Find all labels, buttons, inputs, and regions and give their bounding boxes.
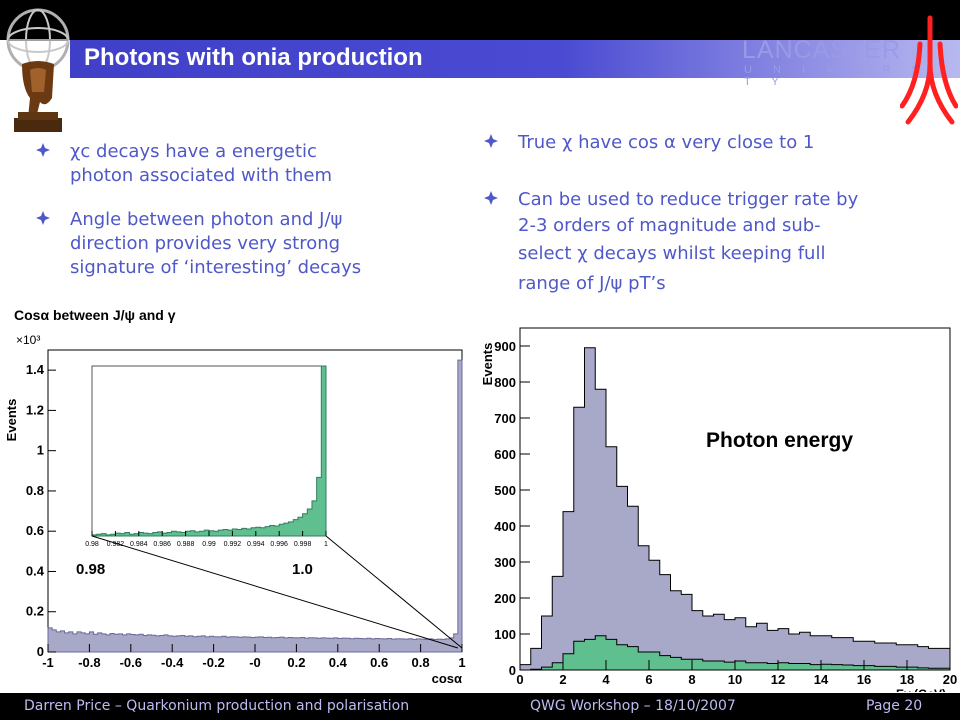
y-tick-label: 500 [494,483,516,498]
inset-frame [91,365,327,537]
y-tick-label: 1.4 [26,362,45,377]
left-bullet-2: Angle between photon and J/ψ direction p… [36,208,456,282]
x-tick-label: 14 [814,672,829,687]
y-tick-label: 700 [494,411,516,426]
x-tick-label: 16 [857,672,871,687]
x-tick-label: -0 [249,655,261,670]
x-tick-label: -0.8 [78,655,100,670]
footer-bar: Darren Price – Quarkonium production and… [0,693,960,720]
inset-range-label: 1.0 [292,561,313,578]
inset-x-tick-label: 0.984 [130,541,148,548]
x-tick-label: 1 [458,655,465,670]
bullet-line: χc decays have a energetic [70,141,317,162]
y-tick-label: 0 [509,663,516,678]
x-tick-label: 12 [771,672,785,687]
x-tick-label: -0.4 [161,655,184,670]
y-axis-label: Events [4,399,19,442]
top-bar [0,0,960,40]
chart-title: Photon energy [706,429,853,452]
title-bar [70,40,960,78]
x-tick-label: -1 [42,655,54,670]
footer-page-number: Page 20 [866,698,923,714]
x-tick-label: 0.8 [412,655,430,670]
y-tick-label: 400 [494,519,516,534]
x-tick-label: 0 [516,672,523,687]
x-tick-label: 10 [728,672,742,687]
bullet-line: select χ decays whilst keeping full [518,243,826,264]
y-axis-label: Events [480,343,495,386]
histogram-series [47,359,463,653]
y-tick-label: 0.2 [26,604,44,619]
inset-range-label: 0.98 [76,561,105,578]
y-tick-label: 800 [494,375,516,390]
inset-x-tick-label: 0.994 [247,541,265,548]
y-multiplier: ×10³ [16,333,40,347]
diamond-bullet-icon [36,211,50,225]
bullet-line: True χ have cos α very close to 1 [518,132,815,153]
left-bullet-1: χc decays have a energetic photon associ… [36,140,456,190]
x-tick-label: 8 [688,672,695,687]
bullet-line: direction provides very strong [70,233,341,254]
slide-title: Photons with onia production [84,44,423,71]
x-tick-label: 6 [645,672,652,687]
x-tick-label: 0.6 [370,655,388,670]
bullet-line: Can be used to reduce trigger rate by [518,189,859,210]
atlas-statue-logo [6,8,70,132]
inset-x-tick-label: 0.99 [202,541,216,548]
x-tick-label: -0.6 [120,655,142,670]
diamond-bullet-icon [36,143,50,157]
x-tick-label: 4 [602,672,610,687]
y-tick-label: 300 [494,555,516,570]
inset-x-tick-label: 0.986 [153,541,171,548]
inset-x-tick-label: 0.988 [177,541,195,548]
inset-x-tick-label: 1 [324,541,328,548]
y-tick-label: 0.8 [26,483,44,498]
university-logo-name: LANCASTER [742,36,902,64]
inset-x-tick-label: 0.98 [85,541,99,548]
x-axis-label: Eγ (GeV) [896,687,946,692]
bullet-line: Angle between photon and J/ψ [70,209,343,230]
inset-histogram-series [91,365,327,537]
x-tick-label: -0.2 [202,655,224,670]
y-tick-label: 600 [494,447,516,462]
bullet-line: signature of ‘interesting’ decays [70,257,362,278]
inset-x-tick-label: 0.998 [294,541,312,548]
photon-energy-histogram: 0 100 200 300 400 500 600 700 800 900 0 2 4 6 8 10 12 14 1… [478,300,960,692]
inset-x-tick-label: 0.996 [270,541,288,548]
zoom-line [91,535,459,649]
y-tick-label: 200 [494,591,516,606]
x-tick-label: 0.2 [287,655,305,670]
right-bullet-1: True χ have cos α very close to 1 [484,131,954,157]
y-tick-label: 100 [494,627,516,642]
diamond-bullet-icon [484,134,498,148]
y-tick-label: 0 [37,644,44,659]
y-tick-label: 0.6 [26,523,44,538]
footer-author: Darren Price – Quarkonium production and… [24,698,410,714]
inset-x-tick-label: 0.982 [107,541,125,548]
y-tick-label: 1.2 [26,402,44,417]
cosalpha-histogram: Cosα between J/ψ and γ ×10³ 0 0.2 0.4 0.6 0.… [0,300,478,692]
inset-x-tick-label: 0.992 [224,541,242,548]
bullet-line: photon associated with them [70,165,333,186]
diamond-bullet-icon [484,191,498,205]
x-tick-label: 0.4 [329,655,348,670]
histogram-series [519,347,951,671]
footer-event: QWG Workshop – 18/10/2007 [530,698,736,714]
x-axis-label: cosα [432,671,462,686]
y-tick-label: 0.4 [26,563,45,578]
x-tick-label: 2 [559,672,566,687]
right-bullet-2: Can be used to reduce trigger rate by 2-… [484,188,954,298]
bullet-line: range of J/ψ pT’s [518,273,666,294]
chart-title: Cosα between J/ψ and γ [14,307,176,323]
y-tick-label: 1 [37,443,44,458]
x-tick-label: 18 [900,672,914,687]
x-tick-label: 20 [943,672,957,687]
zoom-line [325,535,463,649]
lancaster-emblem [900,15,958,125]
bullet-line: 2-3 orders of magnitude and sub- [518,215,821,236]
university-logo-subtitle: U N I V E R S I T Y [744,64,953,88]
y-tick-label: 900 [494,339,516,354]
